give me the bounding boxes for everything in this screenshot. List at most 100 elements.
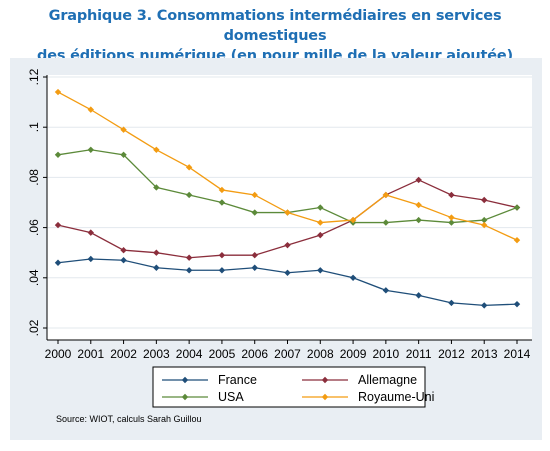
- x-tick-label-13: 2013: [471, 347, 498, 361]
- point-allemagne-2008: [317, 231, 324, 239]
- point-france-2008: [317, 267, 324, 274]
- x-tick-label-11: 2011: [406, 347, 432, 361]
- x-tick-label-9: 2009: [340, 347, 367, 361]
- y-tick-label-1: .04: [27, 269, 41, 286]
- legend-item-usa: USA: [162, 390, 244, 404]
- x-tick-label-0: 2000: [45, 347, 72, 361]
- y-tick-label-2: .06: [27, 219, 41, 236]
- y-axis: .02 .04 .06 .08 .1 .12: [27, 68, 47, 336]
- point-usa-2004: [185, 191, 193, 199]
- point-allemagne-2002: [120, 246, 127, 254]
- point-france-2002: [120, 257, 127, 264]
- point-allemagne-2005: [218, 252, 226, 259]
- x-tick-label-6: 2006: [241, 347, 268, 361]
- x-tick-label-5: 2005: [209, 347, 236, 361]
- point-allemagne-2013: [481, 196, 488, 204]
- x-tick-label-3: 2003: [143, 347, 170, 361]
- series-royaume-uni: [54, 88, 521, 244]
- y-tick-label-4: .1: [27, 122, 41, 132]
- point-france-2004: [185, 267, 193, 274]
- point-usa-2011: [415, 216, 422, 224]
- point-france-2005: [218, 267, 226, 274]
- point-usa-2001: [87, 146, 94, 153]
- y-tick-label-3: .08: [27, 169, 41, 186]
- point-royaume-uni-2009: [349, 216, 357, 224]
- point-royaume-uni-2004: [185, 164, 193, 171]
- series-france: [54, 255, 521, 309]
- legend-label-allemagne: Allemagne: [358, 373, 417, 387]
- x-tick-label-12: 2012: [438, 347, 465, 361]
- legend-label-royaume-uni: Royaume-Uni: [358, 390, 434, 404]
- chart-title-line-1: Graphique 3. Consommations intermédiaire…: [48, 8, 502, 44]
- legend-swatch-marker-royaume-uni: [321, 393, 329, 401]
- point-usa-2014: [513, 204, 521, 211]
- y-tick-label-0: .02: [27, 319, 41, 336]
- legend-swatch-marker-usa: [181, 393, 189, 401]
- x-tick-label-10: 2010: [373, 347, 400, 361]
- legend-item-royaume-uni: Royaume-Uni: [302, 390, 434, 404]
- y-tick-label-5: .12: [27, 68, 41, 85]
- legend-item-france: France: [162, 373, 257, 387]
- x-tick-label-4: 2004: [176, 347, 203, 361]
- legend-box: [152, 366, 426, 408]
- x-tick-label-14: 2014: [504, 347, 531, 361]
- point-france-2013: [481, 302, 488, 309]
- point-royaume-uni-2007: [284, 209, 291, 216]
- plot-area: [47, 75, 532, 340]
- point-france-2011: [415, 292, 422, 299]
- point-usa-2008: [317, 204, 324, 211]
- point-allemagne-2003: [153, 249, 160, 256]
- point-royaume-uni-2008: [317, 219, 324, 226]
- point-france-2006: [251, 264, 258, 271]
- legend-swatch-marker-france: [181, 376, 189, 384]
- point-allemagne-2001: [87, 229, 94, 236]
- point-usa-2002: [120, 151, 127, 159]
- legend-item-allemagne: Allemagne: [302, 373, 417, 387]
- point-france-2001: [87, 255, 94, 263]
- point-usa-2005: [218, 199, 226, 206]
- point-royaume-uni-2005: [218, 186, 226, 194]
- point-france-2012: [448, 299, 455, 307]
- point-royaume-uni-2003: [153, 146, 160, 153]
- point-royaume-uni-2011: [415, 201, 422, 209]
- grid-lines: [47, 76, 532, 329]
- point-allemagne-2012: [448, 191, 455, 199]
- point-usa-2013: [481, 216, 488, 224]
- x-tick-label-7: 2007: [274, 347, 301, 361]
- point-france-2014: [513, 300, 521, 308]
- x-axis: 2000 2001 2002 2003 2004 2005 2006 2007 2008 2009…: [45, 340, 531, 361]
- point-royaume-uni-2002: [120, 126, 127, 133]
- point-royaume-uni-2014: [513, 236, 521, 244]
- point-france-2010: [382, 287, 390, 294]
- series-group: [54, 88, 521, 309]
- point-allemagne-2004: [185, 254, 193, 261]
- x-tick-label-8: 2008: [307, 347, 334, 361]
- source-note: Source: WIOT, calculs Sarah Guillou: [56, 414, 202, 424]
- point-royaume-uni-2012: [448, 214, 455, 221]
- point-france-2003: [153, 264, 160, 271]
- point-france-2000: [54, 259, 62, 266]
- point-allemagne-2000: [54, 221, 62, 229]
- point-royaume-uni-2013: [481, 221, 488, 229]
- x-tick-label-1: 2001: [77, 347, 104, 361]
- point-usa-2000: [54, 151, 62, 159]
- legend-label-usa: USA: [218, 390, 244, 404]
- point-allemagne-2011: [415, 176, 422, 184]
- point-royaume-uni-2000: [54, 88, 62, 96]
- point-usa-2010: [382, 219, 390, 226]
- x-tick-label-2: 2002: [110, 347, 137, 361]
- point-royaume-uni-2006: [251, 191, 258, 199]
- point-france-2009: [349, 274, 357, 281]
- legend-label-france: France: [218, 373, 257, 387]
- point-royaume-uni-2010: [382, 191, 390, 199]
- point-usa-2006: [251, 209, 258, 216]
- point-usa-2012: [448, 219, 455, 226]
- point-allemagne-2007: [284, 241, 291, 249]
- legend: France Allemagne USA Royaume-Uni: [152, 366, 434, 408]
- point-usa-2003: [153, 184, 160, 191]
- point-royaume-uni-2001: [87, 106, 94, 113]
- point-france-2007: [284, 269, 291, 276]
- point-allemagne-2006: [251, 252, 258, 259]
- legend-swatch-marker-allemagne: [321, 376, 329, 384]
